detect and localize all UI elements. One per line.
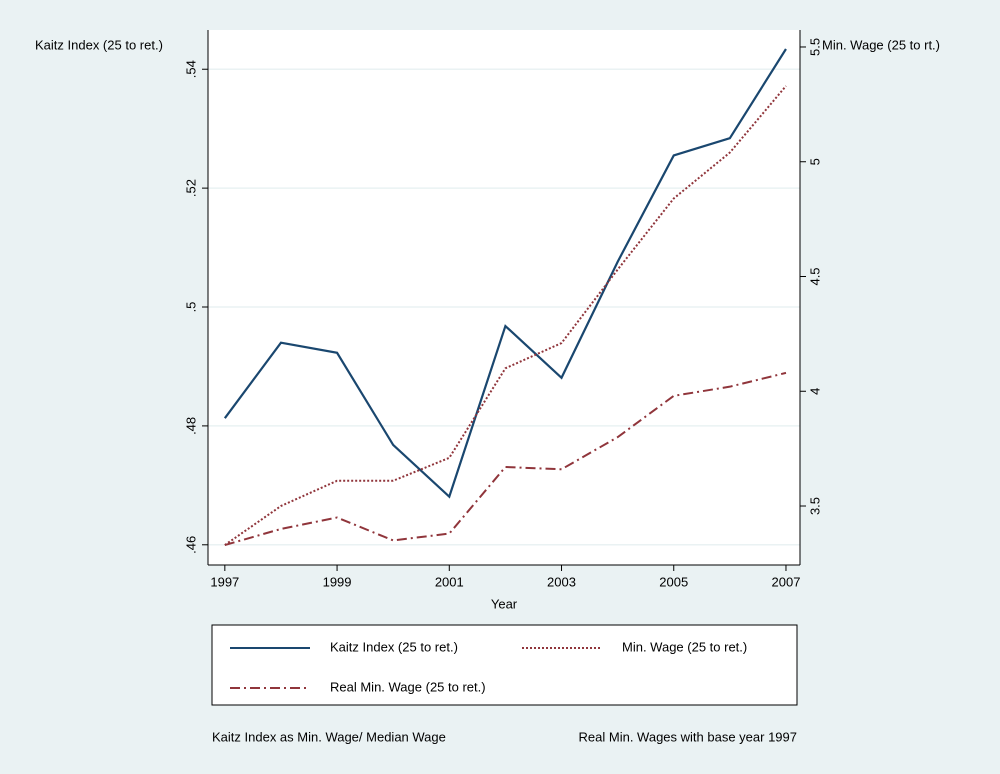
x-tick-label: 1997: [210, 574, 239, 589]
x-tick-label: 2003: [547, 574, 576, 589]
series-line: [223, 48, 787, 499]
x-tick-label: 1999: [323, 574, 352, 589]
y2-tick-label: 3.5: [807, 497, 822, 515]
y-tick-label: .5: [183, 302, 198, 313]
y2-tick-label: 5: [807, 158, 822, 165]
y-tick-label: .52: [183, 179, 198, 197]
y-axis-title: Kaitz Index (25 to ret.): [35, 37, 163, 52]
y2-tick-label: 4.5: [807, 267, 822, 285]
note: Kaitz Index as Min. Wage/ Median Wage: [212, 729, 446, 744]
y-tick-label: .46: [183, 536, 198, 554]
plot-area: [208, 30, 800, 565]
x-tick-label: 2001: [435, 574, 464, 589]
x-tick-label: 2007: [772, 574, 801, 589]
x-axis-title: Year: [491, 596, 518, 611]
legend-label: Kaitz Index (25 to ret.): [330, 639, 458, 654]
y-tick-label: .54: [183, 60, 198, 78]
legend: [211, 624, 798, 706]
series-line: [224, 371, 787, 546]
y2-tick-label: 5.5: [807, 38, 822, 56]
note: Real Min. Wages with base year 1997: [579, 729, 797, 744]
y-tick-label: .48: [183, 417, 198, 435]
y2-axis-title: Min. Wage (25 to rt.): [822, 37, 940, 52]
x-tick-label: 2005: [659, 574, 688, 589]
series-line: [224, 85, 787, 546]
legend-label: Real Min. Wage (25 to ret.): [330, 679, 486, 694]
legend-label: Min. Wage (25 to ret.): [622, 639, 747, 654]
y2-tick-label: 4: [807, 388, 822, 395]
